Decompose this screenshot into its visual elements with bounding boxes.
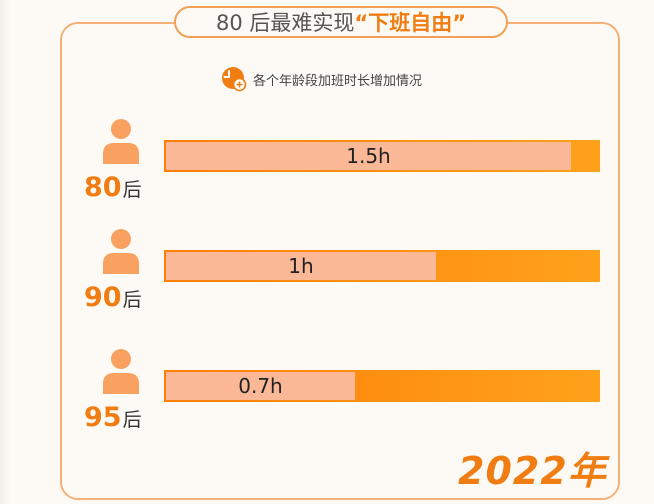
title-prefix: 80 后最难实现	[215, 11, 355, 35]
chart-subtitle: 各个年龄段加班时长增加情况	[221, 66, 422, 92]
bar-track: 1h	[164, 250, 600, 282]
left-strip	[0, 0, 10, 504]
clock-plus-icon	[222, 67, 247, 92]
page-title: 80 后最难实现 “下班自由”	[174, 6, 508, 38]
year-label: 2022年	[458, 449, 607, 493]
person-icon	[103, 349, 139, 394]
data-label: 0.7h	[238, 374, 283, 398]
bar-value: 0.7h	[166, 372, 355, 400]
category-label: 80 后	[84, 172, 164, 204]
bar-value: 1.5h	[166, 142, 571, 170]
person-icon	[103, 229, 139, 274]
bar-track: 1.5h	[164, 140, 600, 172]
category-label: 95 后	[84, 402, 164, 434]
category-number: 95	[84, 402, 122, 433]
subtitle-text: 各个年龄段加班时长增加情况	[253, 73, 423, 89]
person-icon	[103, 119, 139, 164]
category-suffix: 后	[122, 289, 142, 311]
category-suffix: 后	[122, 409, 142, 431]
data-label: 1h	[288, 254, 314, 278]
category-label: 90 后	[84, 282, 164, 314]
data-label: 1.5h	[346, 144, 391, 168]
category-suffix: 后	[122, 179, 142, 201]
category-number: 80	[84, 172, 122, 203]
bar-track: 0.7h	[164, 370, 600, 402]
bar-value: 1h	[166, 252, 436, 280]
title-highlight: “下班自由”	[354, 11, 466, 35]
category-number: 90	[84, 282, 122, 313]
